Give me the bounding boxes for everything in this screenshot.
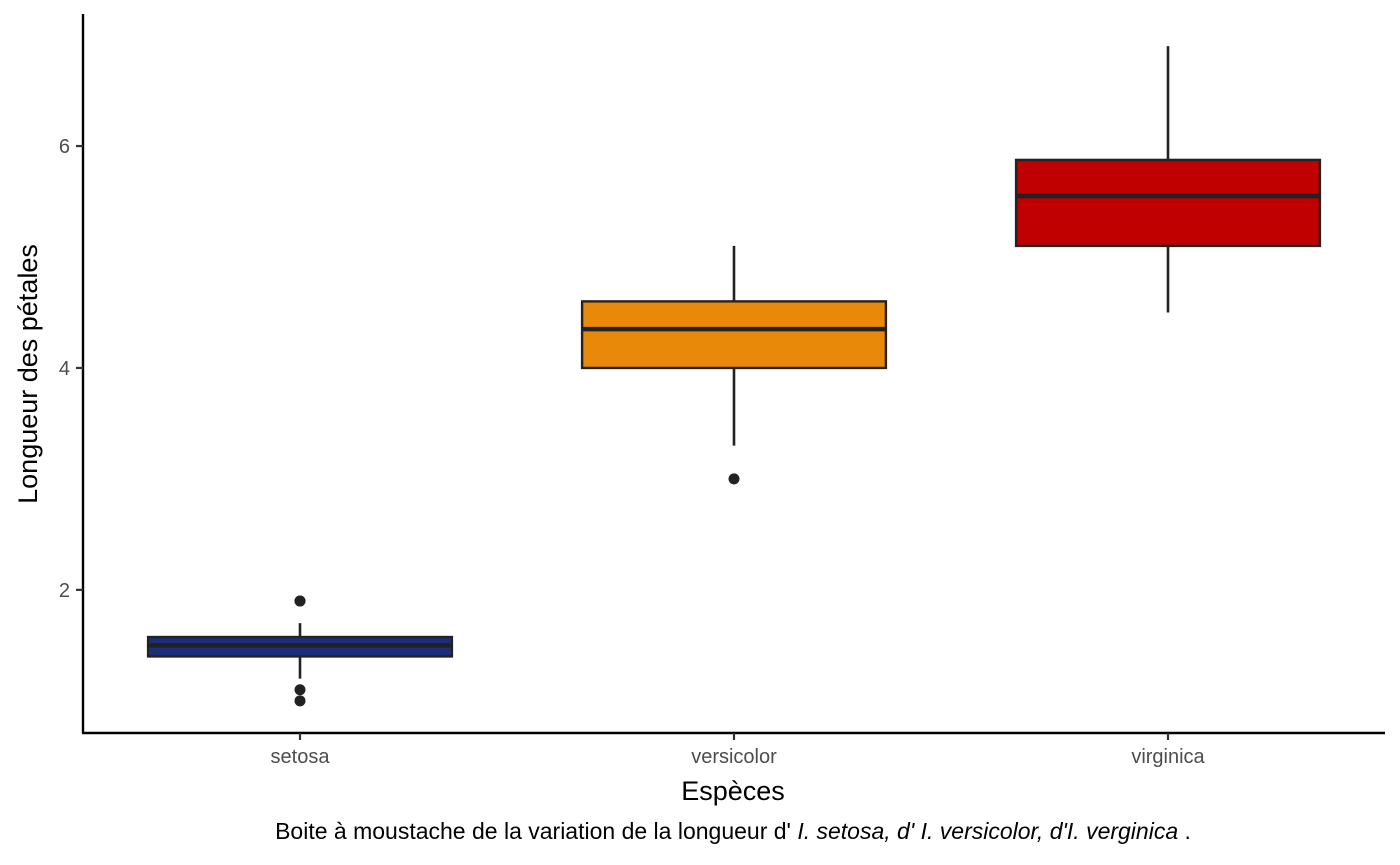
chart-caption: Boite à moustache de la variation de la … xyxy=(275,818,1191,844)
x-axis-title: Espèces xyxy=(681,776,785,806)
y-tick-label-4: 4 xyxy=(59,358,70,380)
y-axis-ticks: 2 4 6 xyxy=(59,136,83,602)
x-tick-label-virginica: virginica xyxy=(1131,746,1205,768)
box-virginica xyxy=(1014,158,1322,248)
plot-area xyxy=(146,46,1322,707)
caption-suffix: . xyxy=(1178,818,1191,844)
outlier-point-setosa-1 xyxy=(294,684,306,696)
box-group-versicolor xyxy=(580,245,888,485)
x-tick-label-setosa: setosa xyxy=(271,746,331,768)
outlier-point-setosa-0 xyxy=(294,695,306,707)
y-tick-label-6: 6 xyxy=(59,136,70,158)
box-group-virginica xyxy=(1014,46,1322,313)
y-tick-label-2: 2 xyxy=(59,580,70,602)
y-axis-title: Longueur des pétales xyxy=(13,244,43,504)
x-axis-ticks: setosa versicolor virginica xyxy=(271,733,1206,768)
box-versicolor xyxy=(580,300,888,370)
caption-prefix: Boite à moustache de la variation de la … xyxy=(275,818,797,844)
outlier-point-versicolor-0 xyxy=(728,473,740,485)
outlier-point-setosa-3 xyxy=(294,595,306,607)
x-tick-label-versicolor: versicolor xyxy=(691,746,777,768)
caption-italic-species: I. setosa, d' I. versicolor, d'I. vergin… xyxy=(797,818,1178,844)
box-group-setosa xyxy=(146,595,454,707)
